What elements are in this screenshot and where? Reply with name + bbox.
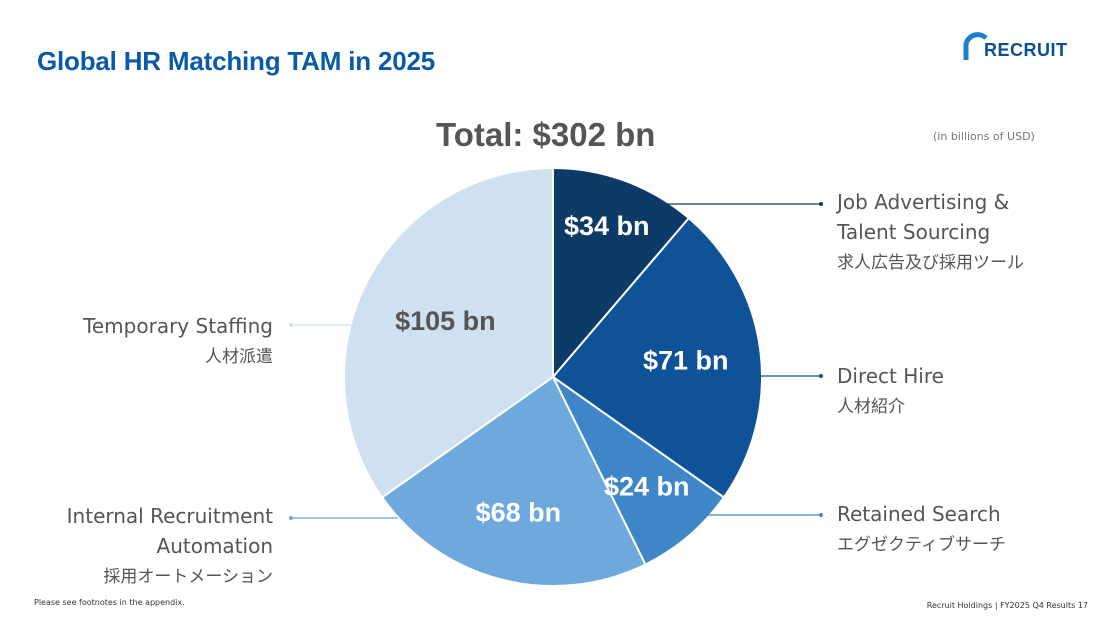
label-job-advertising-en1: Job Advertising & [837, 190, 1010, 214]
pie-slice-retained-search [552, 376, 726, 566]
label-job-advertising: Job Advertising & Talent Sourcing 求人広告及び… [837, 187, 1024, 277]
leader-dot-job-advertising [819, 202, 823, 206]
chart-total: Total: $302 bn [436, 116, 656, 153]
pie-slice-internal-automation [380, 375, 647, 587]
pie-slice-job-advertising [552, 166, 691, 380]
recruit-logo: RECRUIT [962, 30, 1077, 64]
value-label-direct-hire: $71 bn [643, 345, 729, 375]
label-internal-automation: Internal Recruitment Automation 採用オートメーシ… [67, 501, 273, 591]
pie-slice-direct-hire [551, 216, 763, 499]
label-job-advertising-en2: Talent Sourcing [837, 220, 991, 244]
label-direct-hire: Direct Hire 人材紹介 [837, 361, 944, 421]
value-label-job-advertising: $34 bn [564, 211, 650, 241]
value-label-temporary-staffing: $105 bn [395, 306, 496, 336]
leader-dot-retained-search [819, 513, 823, 517]
value-label-internal-automation: $68 bn [476, 498, 562, 528]
value-label-retained-search: $24 bn [604, 472, 690, 502]
label-temporary-staffing-jp: 人材派遣 [205, 347, 273, 367]
label-retained-search: Retained Search エグゼクティブサーチ [837, 499, 1006, 559]
logo-text: RECRUIT [984, 40, 1068, 60]
page-title: Global HR Matching TAM in 2025 [37, 46, 436, 76]
leader-dot-temporary-staffing [289, 323, 293, 327]
label-direct-hire-en1: Direct Hire [837, 364, 944, 388]
label-temporary-staffing-en1: Temporary Staffing [83, 314, 273, 338]
leader-dot-internal-automation [289, 516, 293, 520]
label-internal-automation-en2: Automation [156, 534, 273, 558]
chart-units-note: (in billions of USD) [933, 130, 1035, 143]
label-retained-search-en1: Retained Search [837, 502, 1001, 526]
footnote: Please see footnotes in the appendix. [34, 598, 185, 607]
label-retained-search-jp: エグゼクティブサーチ [837, 535, 1006, 555]
label-direct-hire-jp: 人材紹介 [837, 397, 905, 417]
page-info: Recruit Holdings | FY2025 Q4 Results 17 [926, 601, 1088, 610]
pie-slice-temporary-staffing [343, 166, 554, 499]
label-temporary-staffing: Temporary Staffing 人材派遣 [83, 311, 273, 371]
leader-dot-direct-hire [819, 374, 823, 378]
label-job-advertising-jp: 求人広告及び採用ツール [837, 253, 1024, 273]
label-internal-automation-jp: 採用オートメーション [103, 567, 273, 587]
logo-arc-icon [963, 32, 988, 60]
label-internal-automation-en1: Internal Recruitment [66, 504, 273, 528]
